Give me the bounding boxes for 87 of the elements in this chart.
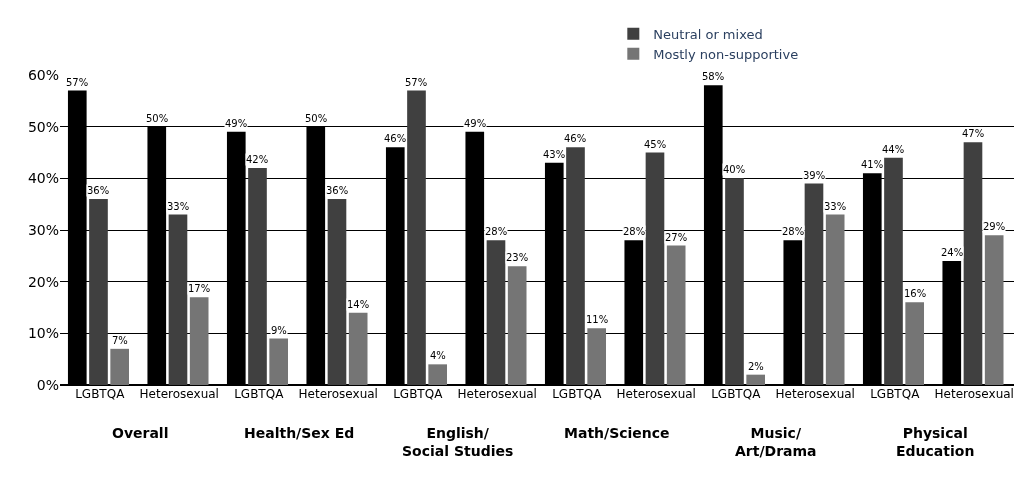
x-tick-label: LGBTQA bbox=[393, 387, 444, 401]
data-label: 58% bbox=[702, 71, 725, 82]
data-label: 42% bbox=[246, 154, 269, 165]
bar bbox=[248, 168, 267, 385]
x-tick-label: Heterosexual bbox=[139, 387, 219, 401]
bar bbox=[110, 348, 130, 385]
data-label: 28% bbox=[623, 226, 646, 237]
data-label: 39% bbox=[803, 170, 826, 181]
data-label: 49% bbox=[464, 118, 487, 129]
x-tick-label: LGBTQA bbox=[870, 387, 921, 401]
bar bbox=[587, 328, 607, 385]
bar bbox=[348, 312, 368, 385]
text: Physical Education bbox=[896, 425, 975, 460]
bar bbox=[725, 178, 744, 385]
data-label: 43% bbox=[543, 149, 566, 160]
y-tick-label: 30% bbox=[27, 221, 59, 238]
bar bbox=[666, 245, 686, 385]
x-tick-label: Heterosexual bbox=[457, 387, 537, 401]
y-tick-label: 10% bbox=[27, 325, 59, 342]
data-label: 9% bbox=[271, 325, 287, 336]
x-tick-label: Heterosexual bbox=[934, 387, 1014, 401]
bar bbox=[89, 199, 108, 385]
data-label: 46% bbox=[384, 133, 407, 144]
bar bbox=[566, 147, 585, 385]
bar bbox=[963, 142, 983, 385]
x-tick-label: LGBTQA bbox=[75, 387, 126, 401]
legend-label: Mostly non-supportive bbox=[653, 46, 799, 62]
bar bbox=[507, 266, 527, 385]
data-label: 27% bbox=[665, 232, 688, 243]
data-label: 46% bbox=[564, 133, 587, 144]
data-label: 36% bbox=[326, 185, 349, 196]
data-label: 4% bbox=[430, 350, 446, 361]
bar bbox=[168, 214, 188, 385]
x-tick-label: LGBTQA bbox=[552, 387, 603, 401]
data-label: 50% bbox=[305, 113, 328, 124]
y-tick-label: 40% bbox=[27, 170, 59, 187]
data-label: 14% bbox=[347, 299, 370, 310]
legend-label: Neutral or mixed bbox=[653, 26, 763, 42]
y-tick-label: 20% bbox=[27, 273, 59, 290]
data-label: 11% bbox=[586, 314, 609, 325]
bar bbox=[486, 240, 506, 385]
data-label: 28% bbox=[485, 226, 508, 237]
x-tick-label: Heterosexual bbox=[616, 387, 696, 401]
y-tick-label: 60% bbox=[27, 66, 59, 83]
data-label: 24% bbox=[941, 247, 964, 258]
x-tick-label: Heterosexual bbox=[298, 387, 378, 401]
text: Health/Sex Ed bbox=[244, 425, 355, 441]
data-label: 29% bbox=[983, 221, 1006, 232]
bar bbox=[189, 297, 209, 385]
x-tick-label: Heterosexual bbox=[775, 387, 855, 401]
bar bbox=[825, 214, 845, 385]
data-label: 28% bbox=[782, 226, 805, 237]
data-label: 17% bbox=[188, 283, 211, 294]
data-label: 33% bbox=[824, 201, 847, 212]
data-label: 2% bbox=[748, 361, 764, 372]
x-tick-label: LGBTQA bbox=[234, 387, 285, 401]
bar bbox=[905, 302, 925, 385]
text: Overall bbox=[112, 425, 169, 441]
bar bbox=[269, 338, 289, 385]
text: Math/Science bbox=[564, 425, 670, 441]
data-label: 36% bbox=[87, 185, 110, 196]
data-label: 40% bbox=[723, 164, 746, 175]
data-label: 57% bbox=[66, 77, 89, 88]
bar bbox=[746, 374, 766, 385]
text: English/ Social Studies bbox=[402, 425, 514, 460]
bar bbox=[645, 152, 665, 385]
data-label: 49% bbox=[225, 118, 248, 129]
bar bbox=[884, 157, 903, 385]
y-tick-label: 50% bbox=[27, 118, 59, 135]
data-label: 23% bbox=[506, 252, 529, 263]
x-tick-label: LGBTQA bbox=[711, 387, 762, 401]
data-label: 57% bbox=[405, 77, 428, 88]
bar bbox=[428, 364, 448, 385]
bar bbox=[407, 90, 426, 385]
bar bbox=[984, 235, 1004, 385]
text: Music/ Art/Drama bbox=[735, 425, 817, 460]
data-label: 45% bbox=[644, 139, 667, 150]
bar bbox=[804, 183, 824, 385]
data-label: 44% bbox=[882, 144, 905, 155]
data-label: 47% bbox=[962, 128, 985, 139]
data-label: 33% bbox=[167, 201, 190, 212]
data-label: 16% bbox=[904, 288, 927, 299]
data-label: 41% bbox=[861, 159, 884, 170]
y-tick-label: 0% bbox=[36, 376, 59, 393]
data-label: 50% bbox=[146, 113, 169, 124]
data-label: 7% bbox=[112, 335, 128, 346]
bar bbox=[327, 199, 347, 385]
